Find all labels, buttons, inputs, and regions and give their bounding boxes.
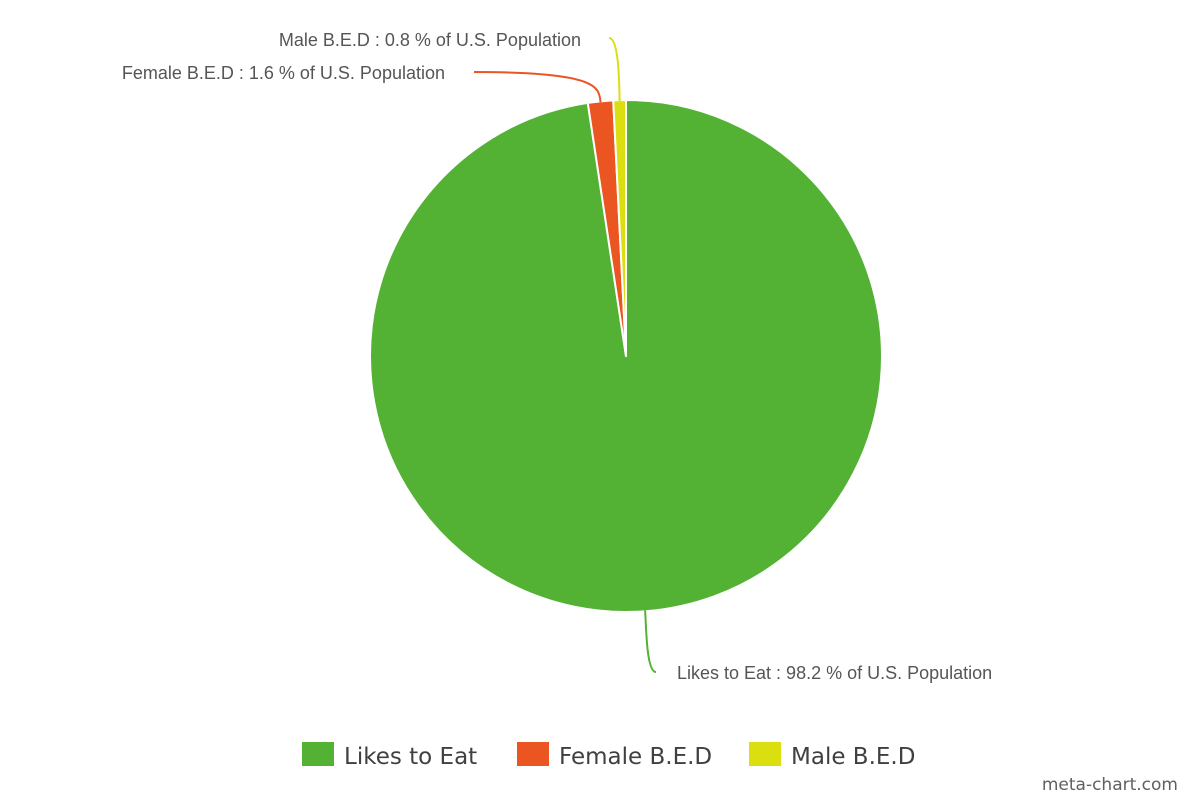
leader-line-male-b-e-d <box>608 37 621 102</box>
slice-label-likes-to-eat: Likes to Eat : 98.2 % of U.S. Population <box>677 663 992 683</box>
legend: Likes to Eat Female B.E.D Male B.E.D <box>302 742 915 770</box>
slice-label-male-b-e-d: Male B.E.D : 0.8 % of U.S. Population <box>279 30 581 50</box>
legend-swatch-female-b-e-d <box>517 742 549 766</box>
legend-label-male-b-e-d: Male B.E.D <box>791 744 915 770</box>
slice-labels: Likes to Eat : 98.2 % of U.S. Population… <box>122 30 992 683</box>
legend-label-female-b-e-d: Female B.E.D <box>559 744 712 770</box>
leader-line-female-b-e-d <box>473 71 602 103</box>
pie-slices <box>369 98 883 613</box>
leader-lines <box>473 37 657 673</box>
watermark-text: meta-chart.com <box>1042 775 1178 795</box>
legend-label-likes-to-eat: Likes to Eat <box>344 744 477 770</box>
leader-line-likes-to-eat <box>644 610 657 673</box>
legend-item-female-b-e-d[interactable]: Female B.E.D <box>517 742 712 770</box>
legend-item-likes-to-eat[interactable]: Likes to Eat <box>302 742 477 770</box>
legend-item-male-b-e-d[interactable]: Male B.E.D <box>749 742 915 770</box>
legend-swatch-male-b-e-d <box>749 742 781 766</box>
slice-label-female-b-e-d: Female B.E.D : 1.6 % of U.S. Population <box>122 63 445 83</box>
legend-swatch-likes-to-eat <box>302 742 334 766</box>
